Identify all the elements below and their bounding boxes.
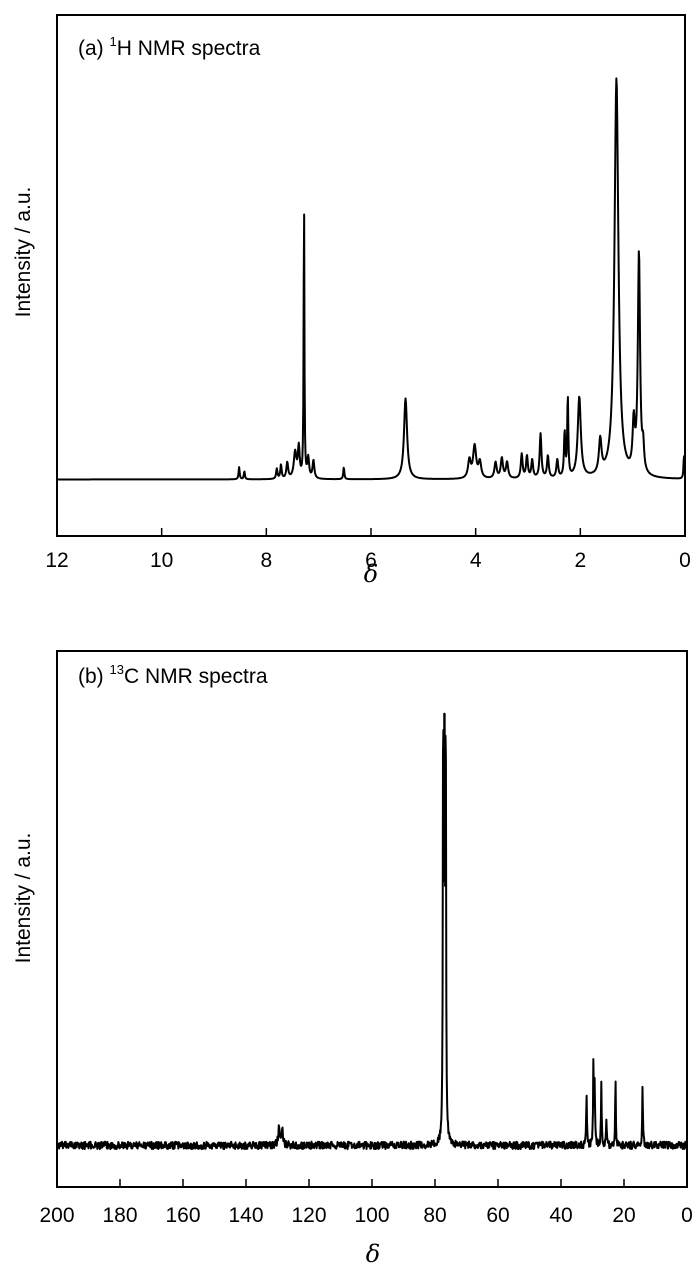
c13-x-axis-label: δ [366,1240,380,1268]
h1-x-tick-label-1: 10 [150,549,173,572]
c13-panel-label: (b) 13C NMR spectra [78,662,268,688]
c13-x-tick-label-1: 180 [102,1204,137,1227]
c13-x-tick-label-6: 80 [423,1204,446,1227]
h1-panel-label: (a) 1H NMR spectra [78,34,261,60]
c13-x-tick-label-2: 160 [165,1204,200,1227]
c13-x-tick-label-0: 200 [39,1204,74,1227]
h1-y-axis-label: Intensity / a.u. [12,187,35,318]
c13-x-tick-label-10: 0 [681,1204,693,1227]
c13-x-tick-label-9: 20 [612,1204,635,1227]
c13-x-tick-label-7: 60 [486,1204,509,1227]
c13-nmr-panel: (b) 13C NMR spectra Intensity / a.u. δ 2… [12,650,693,1268]
h1-x-axis-label: δ [364,560,378,588]
h1-x-tick-label-2: 8 [260,549,272,572]
h1-plot-frame [56,14,686,537]
h1-x-tick-label-0: 12 [45,549,68,572]
h1-x-ticks: 12 10 8 6 4 2 0 [45,528,691,572]
c13-x-tick-label-4: 120 [291,1204,326,1227]
h1-x-tick-label-6: 0 [679,549,691,572]
h1-nmr-panel: (a) 1H NMR spectra Intensity / a.u. δ 12… [12,14,691,588]
c13-x-tick-label-3: 140 [228,1204,263,1227]
h1-spectrum-line [56,77,686,481]
h1-x-tick-label-5: 2 [574,549,586,572]
c13-x-tick-label-8: 40 [549,1204,572,1227]
c13-spectrum-line [56,712,688,1151]
c13-x-ticks: 200 180 160 140 120 100 80 60 40 20 0 [39,1179,693,1227]
h1-x-tick-label-4: 4 [470,549,482,572]
h1-x-tick-label-3: 6 [365,549,377,572]
c13-y-axis-label: Intensity / a.u. [12,833,35,964]
c13-x-tick-label-5: 100 [354,1204,389,1227]
